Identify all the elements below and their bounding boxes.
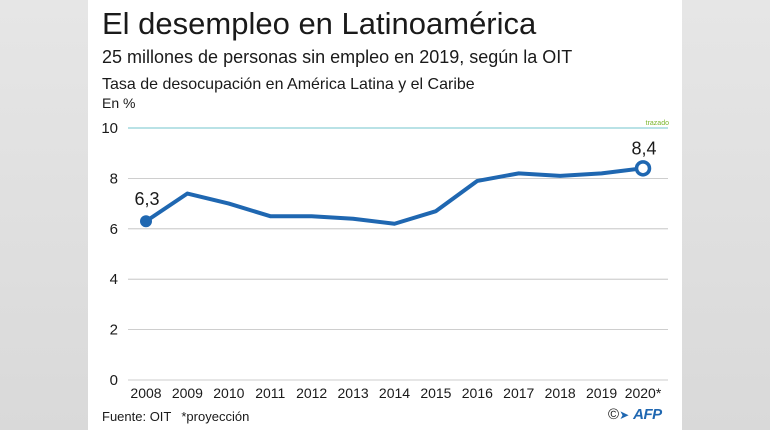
footer-source: Fuente: OIT *proyección — [102, 409, 249, 424]
x-tick-label-2019: 2019 — [586, 385, 617, 401]
infographic-card: El desempleo en Latinoamérica 25 millone… — [88, 0, 682, 430]
background-right — [682, 0, 770, 430]
background-left — [0, 0, 88, 430]
source-text: Fuente: OIT — [102, 409, 172, 424]
infographic-subtitle: 25 millones de personas sin empleo en 20… — [102, 47, 573, 67]
x-tick-label-2015: 2015 — [420, 385, 451, 401]
afp-arrow-icon: ➤ — [619, 408, 630, 422]
x-tick-label-2016: 2016 — [462, 385, 493, 401]
x-tick-label-2018: 2018 — [545, 385, 576, 401]
data-point-2008 — [140, 215, 152, 228]
x-tick-label-2009: 2009 — [172, 385, 203, 401]
infographic-title: El desempleo en Latinoamérica — [102, 6, 537, 41]
y-tick-label-4: 4 — [110, 271, 118, 288]
x-tick-label-2020: 2020* — [625, 385, 662, 401]
x-tick-label-2012: 2012 — [296, 385, 327, 401]
x-tick-label-2014: 2014 — [379, 385, 410, 401]
annotation-trazado: trazado — [646, 120, 669, 127]
afp-wordmark: AFP — [633, 406, 662, 423]
x-tick-label-2017: 2017 — [503, 385, 534, 401]
projection-note: *proyección — [181, 409, 250, 424]
afp-logo: ©➤ AFP — [608, 406, 662, 423]
chart-title: Tasa de desocupación en América Latina y… — [102, 76, 475, 93]
y-axis-unit-label: En % — [102, 95, 136, 111]
x-tick-label-2010: 2010 — [213, 385, 244, 401]
y-tick-label-8: 8 — [110, 170, 118, 187]
y-tick-label-10: 10 — [101, 120, 118, 137]
data-point-2020 — [634, 160, 652, 177]
series-line — [144, 166, 645, 226]
data-label-2008: 6,3 — [134, 189, 159, 209]
data-label-2020: 8,4 — [631, 138, 656, 158]
y-tick-label-2: 2 — [110, 322, 118, 339]
x-tick-label-2011: 2011 — [255, 385, 285, 401]
y-tick-label-0: 0 — [110, 372, 118, 389]
y-tick-label-6: 6 — [110, 221, 118, 238]
copyright-symbol: © — [608, 406, 620, 423]
line-chart: 0 2 4 6 8 10 2008 2009 2010 2011 2012 2013 2014 2015 2… — [101, 120, 669, 401]
x-tick-label-2008: 2008 — [130, 385, 161, 401]
x-tick-label-2013: 2013 — [338, 385, 369, 401]
